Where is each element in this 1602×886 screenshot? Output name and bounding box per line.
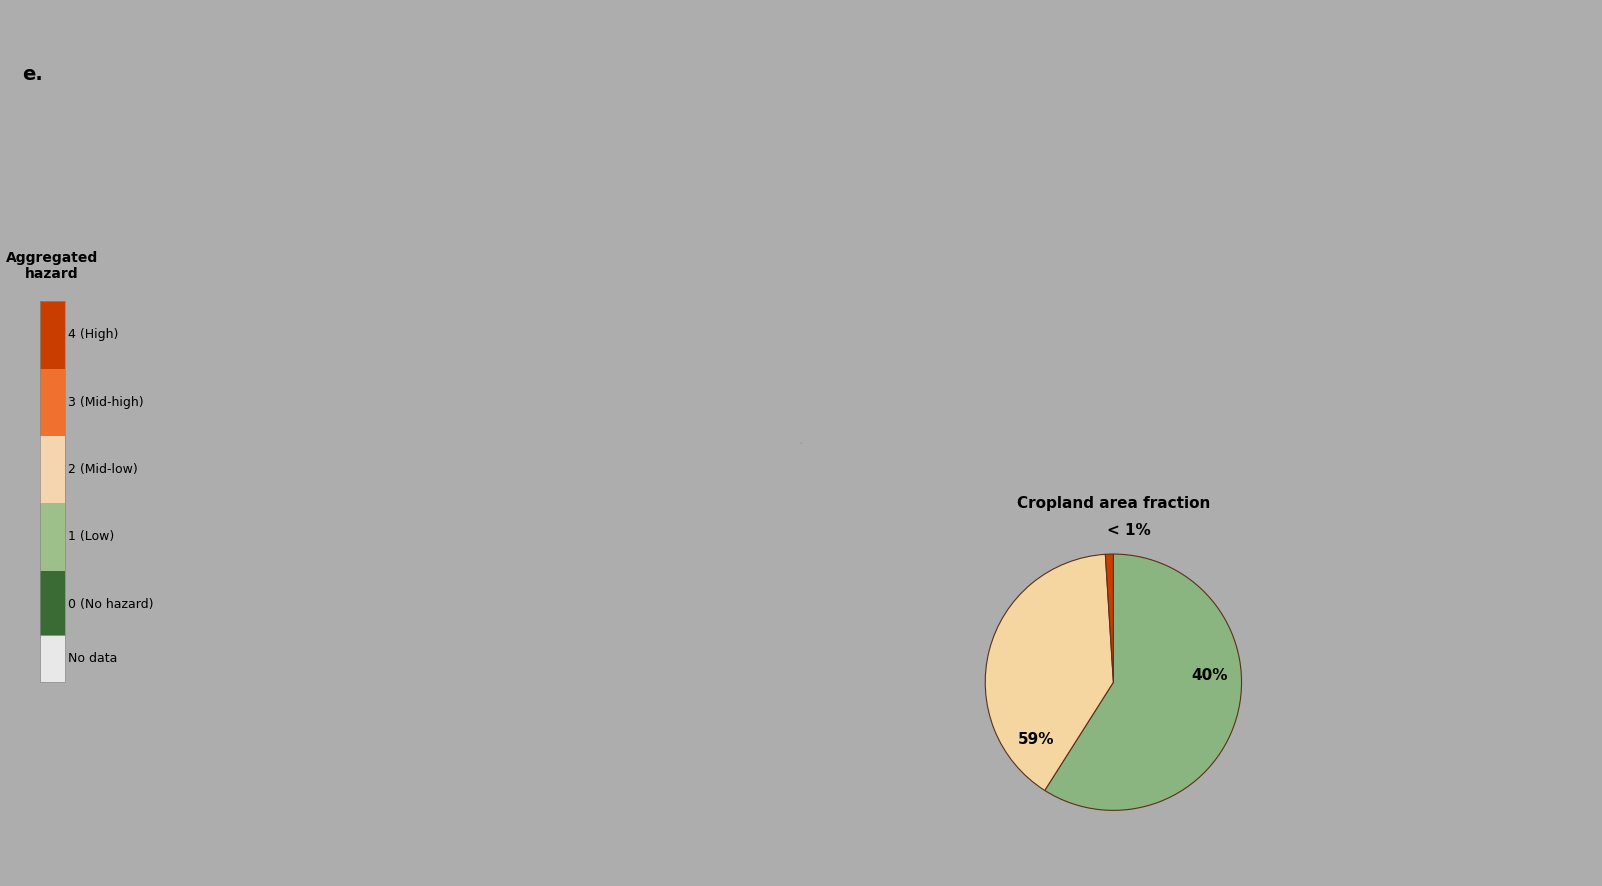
Bar [40,503,64,571]
Text: 2 (Mid-low): 2 (Mid-low) [67,463,138,476]
Bar [40,634,64,681]
Text: 1 (Low): 1 (Low) [67,531,114,543]
Bar [40,369,64,436]
Text: e.: e. [22,65,43,84]
Text: 3 (Mid-high): 3 (Mid-high) [67,396,144,408]
Wedge shape [985,555,1113,790]
Text: No data: No data [67,651,117,664]
Text: 4 (High): 4 (High) [67,329,119,341]
Bar [40,301,64,638]
Bar [40,301,64,369]
Text: 40%: 40% [1192,668,1227,683]
Text: < 1%: < 1% [1107,524,1150,539]
Wedge shape [1105,554,1113,682]
Text: 59%: 59% [1019,733,1054,748]
Title: Cropland area fraction: Cropland area fraction [1017,496,1210,511]
Bar [40,436,64,503]
Text: Aggregated
hazard: Aggregated hazard [6,251,98,281]
Bar [40,571,64,638]
Text: 0 (No hazard): 0 (No hazard) [67,598,154,610]
Wedge shape [1045,554,1242,811]
